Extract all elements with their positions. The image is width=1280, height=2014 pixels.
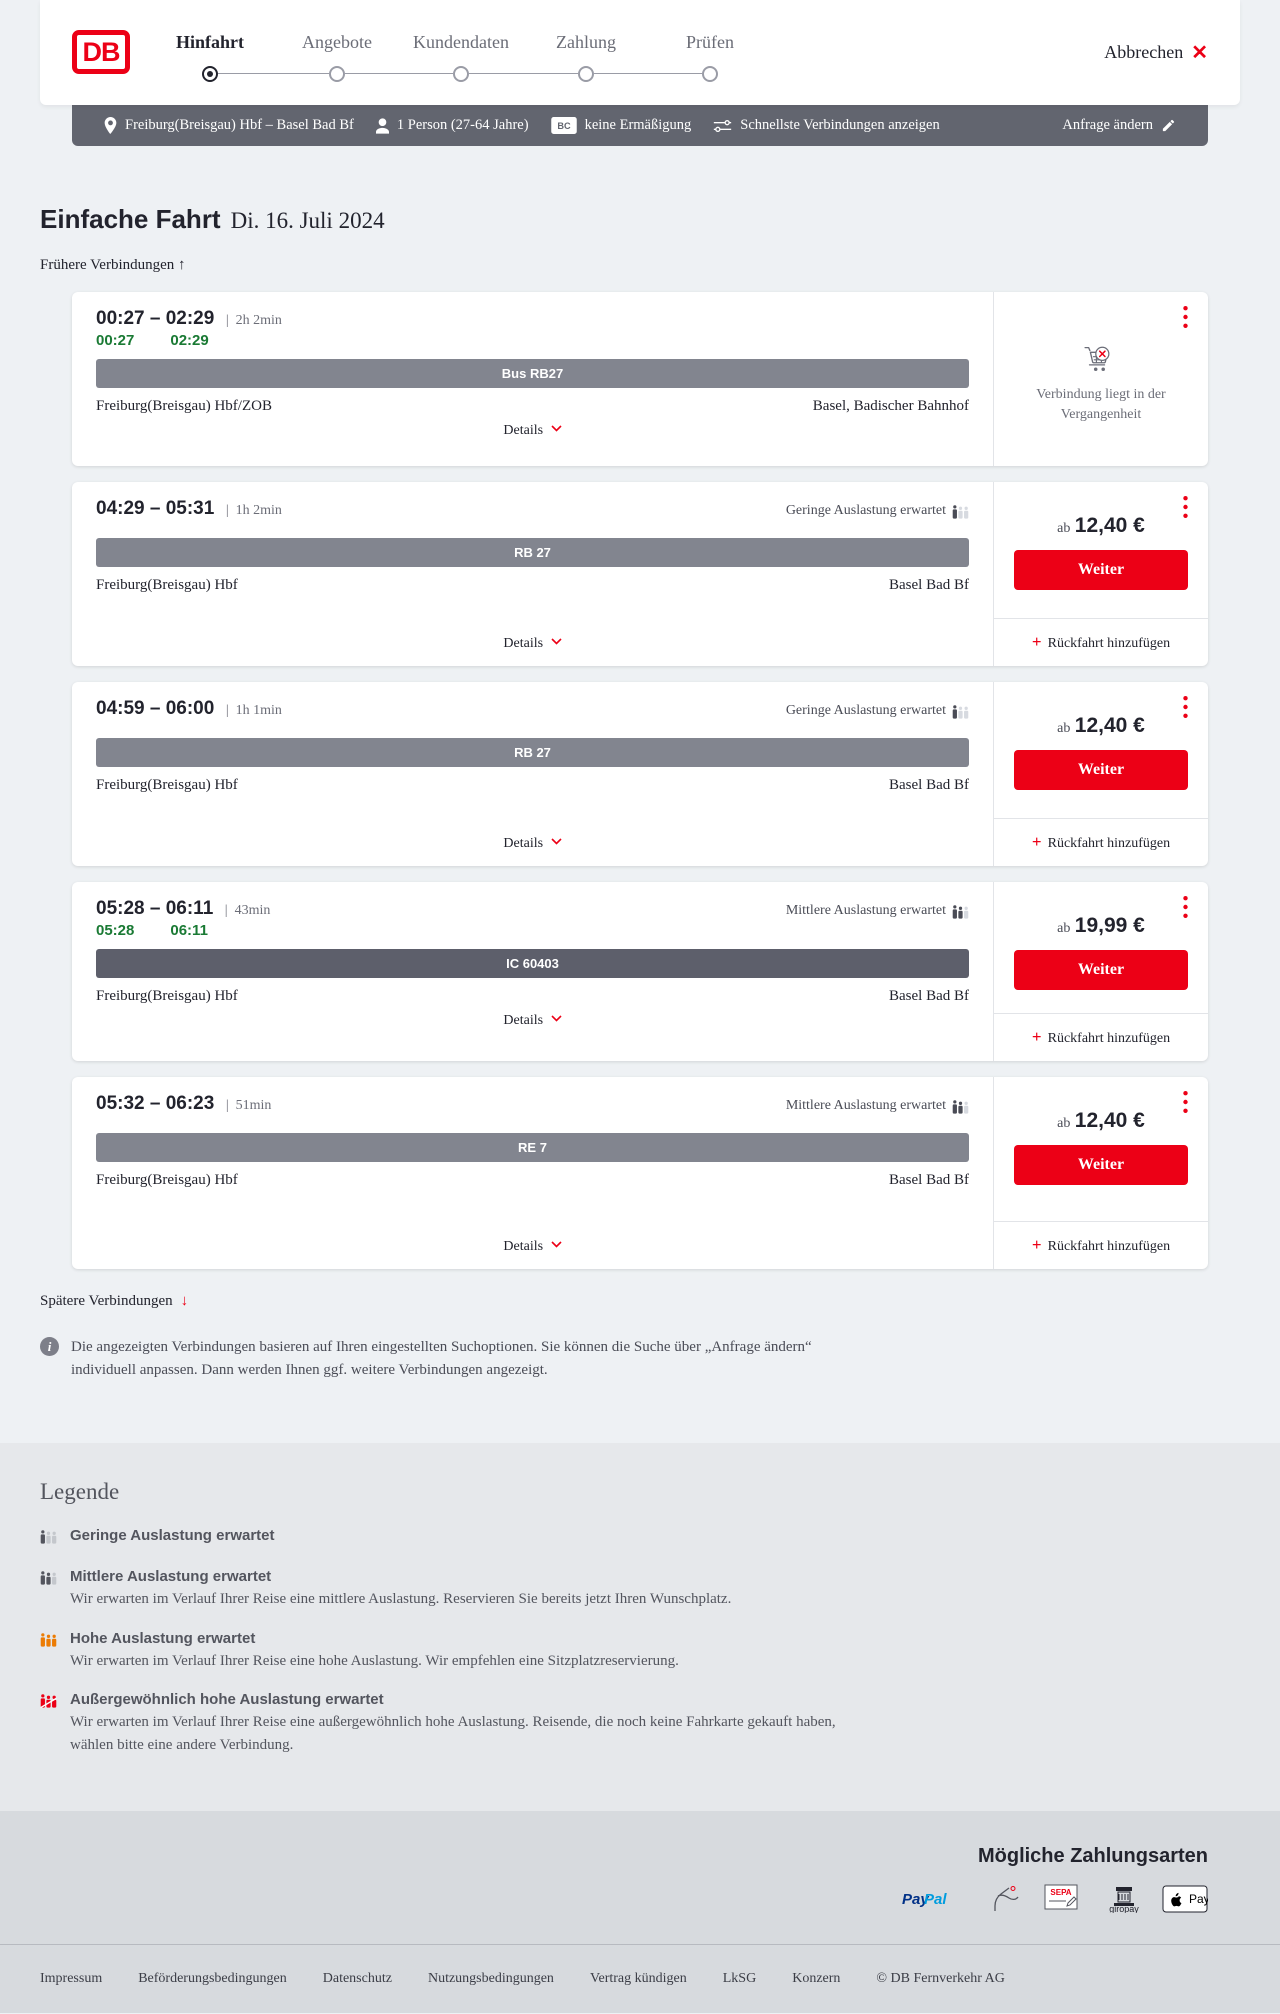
svg-text:BC: BC xyxy=(557,121,571,131)
svg-text:giropay: giropay xyxy=(1109,1904,1139,1913)
svg-text:Pal: Pal xyxy=(924,1891,947,1908)
svg-text:SEPA: SEPA xyxy=(1050,1888,1071,1897)
svg-text:Pay: Pay xyxy=(1189,1892,1208,1906)
